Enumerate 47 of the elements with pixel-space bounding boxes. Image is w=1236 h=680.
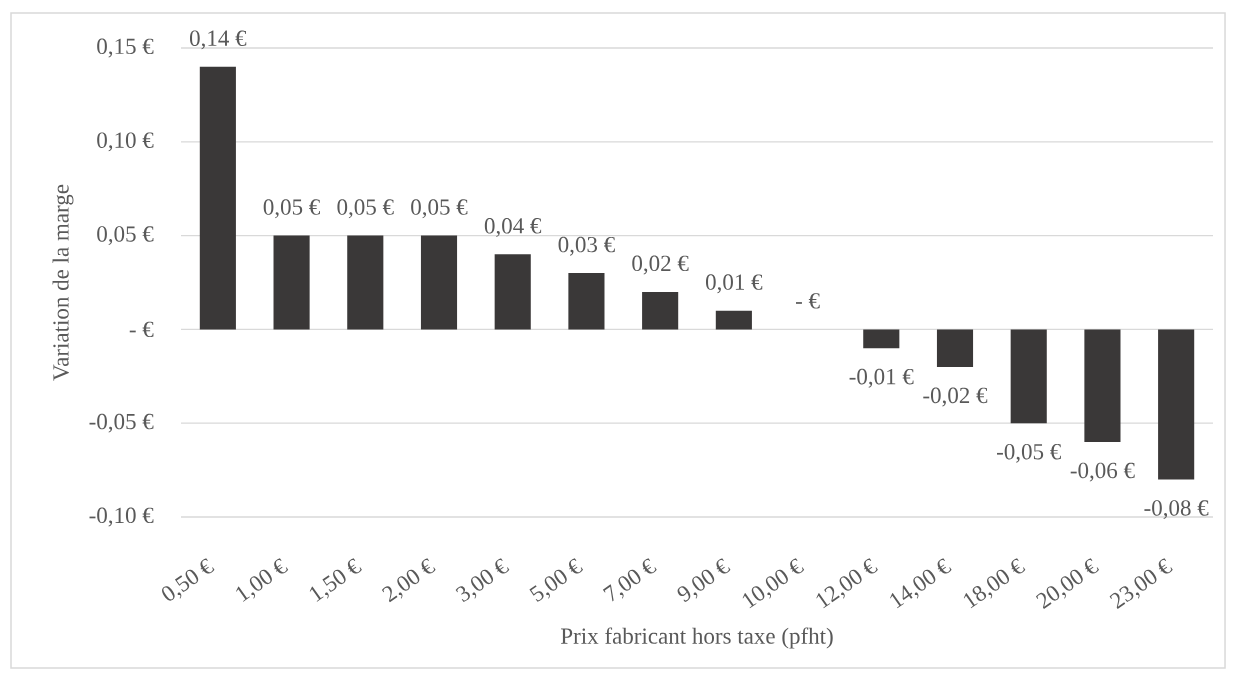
x-tick-label: 9,00 € bbox=[677, 558, 731, 603]
x-tick-label: 1,00 € bbox=[236, 558, 289, 602]
x-tick-label: 3,00 € bbox=[455, 558, 510, 602]
x-tick-label: 12,00 € bbox=[816, 558, 878, 609]
bar bbox=[273, 235, 310, 330]
data-label: -0,01 € bbox=[849, 368, 914, 388]
data-label: 0,04 € bbox=[484, 218, 542, 237]
bar bbox=[347, 235, 384, 330]
x-tick-label: 0,50 € bbox=[162, 558, 215, 601]
y-tick-label: 0,10 € bbox=[97, 132, 154, 152]
data-label: 0,01 € bbox=[705, 274, 763, 294]
bar bbox=[199, 66, 236, 330]
x-tick-label: 10,00 € bbox=[742, 558, 805, 609]
data-label: 0,14 € bbox=[189, 30, 247, 50]
data-label: 0,05 € bbox=[411, 199, 468, 219]
x-tick-label: 1,50 € bbox=[309, 558, 362, 602]
x-tick-label: 18,00 € bbox=[963, 558, 1026, 609]
x-axis-title: Prix fabricant hors taxe (pfht) bbox=[560, 627, 833, 649]
bar bbox=[1084, 329, 1121, 442]
y-tick-label: 0,15 € bbox=[97, 38, 154, 58]
data-label: 0,05 € bbox=[263, 199, 320, 219]
x-tick-label: 14,00 € bbox=[890, 558, 952, 609]
bar bbox=[936, 329, 974, 367]
y-tick-label: 0,05 € bbox=[97, 226, 154, 246]
y-tick-label: -0,10 € bbox=[89, 507, 154, 527]
data-label: -0,05 € bbox=[997, 443, 1061, 463]
bar bbox=[494, 254, 531, 330]
bar bbox=[568, 273, 605, 330]
bar bbox=[420, 235, 458, 330]
bar bbox=[1158, 329, 1195, 480]
bar bbox=[863, 329, 900, 349]
bar bbox=[715, 310, 752, 330]
bar bbox=[642, 291, 679, 330]
data-label: 0,03 € bbox=[558, 236, 615, 256]
data-label: 0,02 € bbox=[632, 255, 689, 275]
x-tick-label: 5,00 € bbox=[529, 558, 584, 602]
y-axis-title: Variation de la marge bbox=[52, 184, 74, 381]
x-tick-label: 2,00 € bbox=[381, 558, 436, 603]
data-label: -0,02 € bbox=[923, 387, 988, 407]
y-tick-label: -0,05 € bbox=[89, 413, 154, 433]
data-label: 0,05 € bbox=[337, 199, 394, 219]
y-tick-label: - € bbox=[129, 321, 154, 338]
data-label: -0,08 € bbox=[1144, 500, 1209, 520]
bar bbox=[1010, 329, 1047, 424]
data-label: - € bbox=[795, 293, 820, 309]
x-tick-label: 7,00 € bbox=[602, 558, 657, 602]
data-label: -0,06 € bbox=[1070, 462, 1135, 482]
